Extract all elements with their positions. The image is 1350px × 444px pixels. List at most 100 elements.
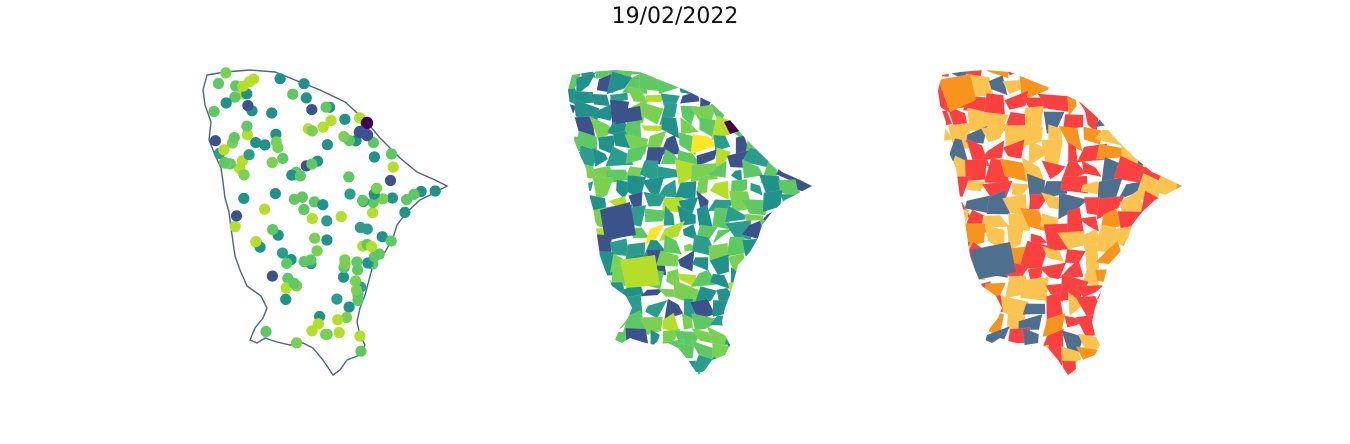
category-region (1176, 91, 1182, 113)
municipality-region (727, 253, 747, 275)
station-point (274, 73, 286, 85)
category-region (1139, 292, 1163, 316)
municipality-region (707, 160, 727, 178)
municipality-region (715, 75, 734, 95)
station-point (361, 223, 373, 235)
municipality-region (568, 219, 580, 236)
category-region (1096, 318, 1124, 337)
category-region (1019, 379, 1049, 404)
municipality-region (798, 264, 812, 289)
category-region (965, 125, 988, 144)
municipality-region (716, 287, 737, 302)
municipality-region (691, 313, 719, 331)
category-region (1081, 382, 1107, 396)
municipality-region (575, 294, 599, 320)
municipality-region (572, 309, 598, 336)
category-region (1043, 366, 1067, 375)
category-region (1154, 347, 1180, 373)
municipality-region (781, 255, 797, 273)
category-region (1004, 90, 1029, 110)
station-point (429, 185, 441, 197)
municipality-region (795, 90, 812, 111)
municipality-region (767, 130, 783, 155)
station-point (259, 203, 271, 215)
municipality-region (794, 70, 812, 91)
municipality-region (726, 343, 750, 360)
category-region (1177, 127, 1182, 152)
municipality-region (758, 241, 784, 256)
station-point (320, 101, 332, 113)
municipality-region (746, 89, 770, 101)
municipality-region (568, 234, 574, 254)
municipality-region (792, 311, 812, 335)
municipality-region (570, 360, 590, 375)
municipality-region (759, 331, 786, 351)
municipality-region (614, 294, 626, 317)
municipality-region (795, 204, 812, 226)
municipality-region (712, 299, 732, 317)
category-region (1042, 246, 1065, 262)
station-point (343, 171, 355, 183)
continuous-choropleth-map (560, 60, 820, 390)
category-region (1067, 93, 1077, 117)
category-region (944, 326, 968, 354)
municipality-region (589, 339, 610, 365)
category-region (1142, 104, 1160, 127)
municipality-region (568, 358, 580, 375)
station-point (266, 156, 278, 169)
category-region (1133, 314, 1160, 329)
category-region (1133, 229, 1162, 254)
station-point (339, 257, 351, 270)
category-region (938, 296, 954, 314)
municipality-region (743, 279, 764, 302)
category-region (988, 75, 1008, 96)
municipality-region (709, 180, 730, 201)
station-point (343, 301, 355, 313)
category-region (1173, 242, 1182, 265)
category-region (1062, 114, 1084, 131)
municipality-region (592, 176, 614, 201)
municipality-region (606, 71, 633, 95)
category-region (1083, 197, 1100, 216)
municipality-region (589, 93, 611, 107)
category-region (944, 281, 968, 305)
municipality-region (644, 208, 668, 223)
category-region (986, 70, 1011, 79)
municipality-region (568, 191, 582, 212)
municipality-region (591, 356, 614, 374)
category-region (1177, 193, 1182, 220)
municipality-region (779, 268, 801, 291)
municipality-region (681, 313, 694, 330)
category-region (1158, 309, 1182, 335)
category-region (1002, 139, 1025, 159)
municipality-region (676, 360, 697, 375)
category-region (938, 333, 950, 353)
municipality-region (775, 207, 797, 224)
municipality-region (758, 219, 785, 242)
municipality-region (743, 317, 769, 335)
municipality-region (572, 266, 595, 286)
municipality-region (599, 316, 609, 331)
municipality-region (673, 371, 699, 375)
municipality-region (760, 118, 780, 137)
station-point (218, 144, 230, 156)
municipality-region (697, 371, 719, 375)
category-region (1116, 379, 1146, 399)
station-point (356, 194, 369, 206)
station-point (243, 76, 255, 88)
municipality-region (568, 282, 576, 303)
municipality-region (577, 324, 597, 349)
municipality-region (743, 369, 768, 375)
municipality-region (748, 345, 762, 361)
municipality-region (640, 288, 665, 297)
category-region (1119, 352, 1146, 368)
municipality-region (589, 271, 606, 283)
category-region (1123, 243, 1141, 268)
category-region (1158, 325, 1179, 351)
municipality-region (775, 298, 805, 313)
category-region (1022, 70, 1042, 81)
municipality-region (810, 339, 812, 363)
category-region (1041, 160, 1066, 180)
municipality-region (568, 181, 583, 195)
category-region (1085, 70, 1104, 100)
